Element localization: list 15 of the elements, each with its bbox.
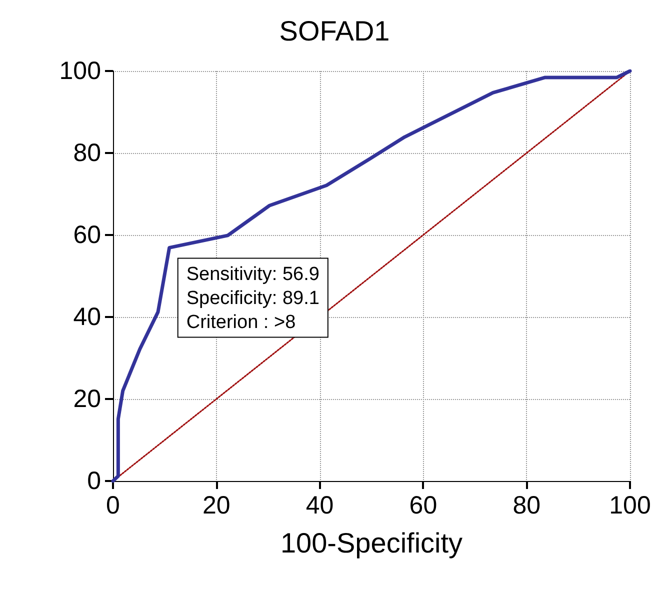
x-tick-label: 0 [106, 492, 120, 520]
x-tick-label: 60 [409, 492, 438, 520]
y-tick-label: 0 [87, 467, 101, 495]
x-tick-label: 80 [512, 492, 541, 520]
y-tick-label: 40 [73, 303, 101, 331]
annotation: Sensitivity: 56.9 Specificity: 89.1 Criterion : >8 [186, 264, 320, 334]
y-tick-label: 100 [59, 57, 101, 85]
x-tick-label: 100 [609, 492, 651, 520]
chart-title: SOFAD1 [279, 16, 390, 46]
x-axis-title: 100-Specificity [280, 528, 463, 558]
x-tick-label: 40 [306, 492, 334, 520]
x-tick-label: 20 [202, 492, 230, 520]
y-tick-label: 80 [73, 139, 101, 167]
y-tick-label: 60 [73, 221, 101, 249]
y-tick-label: 20 [73, 385, 101, 413]
